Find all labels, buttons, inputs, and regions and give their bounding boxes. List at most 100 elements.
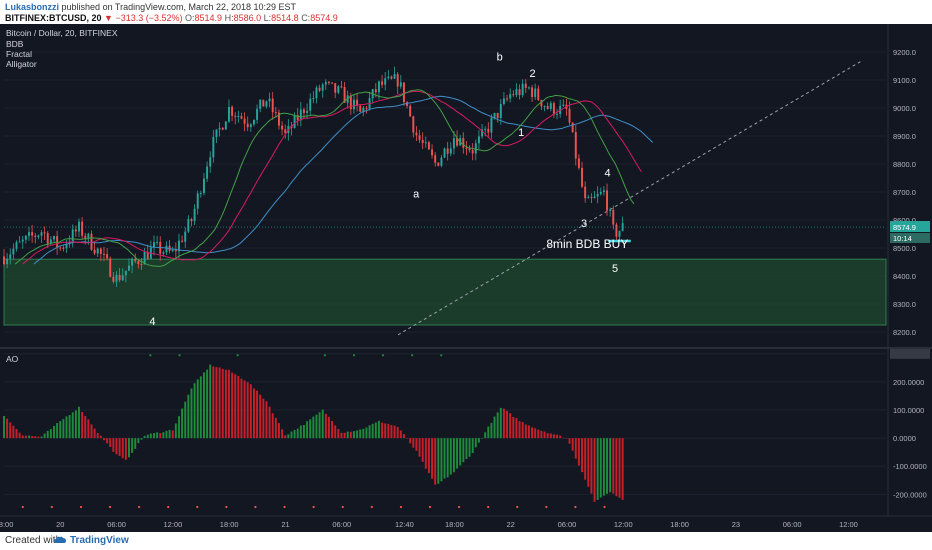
candle-body[interactable] [53, 236, 55, 240]
ao-bar[interactable] [221, 368, 224, 439]
ao-bar[interactable] [143, 435, 146, 439]
ao-bar[interactable] [499, 407, 502, 439]
candle-body[interactable] [227, 106, 230, 122]
ao-bar[interactable] [140, 438, 143, 440]
candle-body[interactable] [281, 125, 284, 130]
candle-body[interactable] [15, 242, 18, 249]
candle-body[interactable] [499, 103, 502, 119]
ao-bar[interactable] [337, 428, 340, 439]
ao-bar[interactable] [571, 438, 574, 451]
ao-bar[interactable] [496, 412, 499, 439]
ao-bar[interactable] [421, 438, 424, 462]
candle-body[interactable] [409, 105, 412, 117]
ao-bar[interactable] [377, 420, 380, 439]
ao-bar[interactable] [440, 438, 443, 482]
ao-bar[interactable] [581, 438, 584, 473]
candle-body[interactable] [493, 113, 496, 118]
candle-body[interactable] [612, 209, 615, 225]
candle-body[interactable] [490, 117, 493, 133]
ao-bar[interactable] [309, 419, 312, 439]
candle-body[interactable] [78, 221, 80, 232]
ao-bar[interactable] [334, 425, 337, 439]
candle-body[interactable] [415, 132, 418, 136]
ao-bar[interactable] [149, 433, 152, 439]
candle-body[interactable] [418, 135, 421, 140]
candle-body[interactable] [256, 108, 259, 120]
candle-body[interactable] [143, 251, 146, 265]
candle-body[interactable] [352, 99, 355, 110]
price-pane[interactable]: Bitcoin / Dollar, 20, BITFINEX BDB Fract… [3, 24, 930, 337]
ao-bar[interactable] [462, 438, 465, 463]
candle-body[interactable] [487, 128, 490, 133]
ao-bar[interactable] [606, 438, 609, 494]
ao-bar[interactable] [203, 372, 205, 439]
ao-bar[interactable] [165, 430, 168, 439]
ao-bar[interactable] [599, 438, 602, 498]
ao-bar[interactable] [474, 438, 477, 448]
ao-bar[interactable] [502, 408, 505, 439]
candle-body[interactable] [71, 229, 74, 243]
ao-bar[interactable] [187, 394, 190, 439]
ao-bar[interactable] [137, 438, 140, 444]
ao-bar[interactable] [406, 438, 409, 439]
candle-body[interactable] [502, 98, 505, 104]
ao-bar[interactable] [356, 430, 359, 439]
ao-bar[interactable] [199, 376, 202, 439]
ao-bar[interactable] [87, 419, 90, 439]
ao-bar[interactable] [446, 438, 449, 478]
ao-bar[interactable] [190, 388, 193, 439]
candle-body[interactable] [399, 82, 402, 87]
ao-bar[interactable] [193, 383, 196, 439]
ao-bar[interactable] [268, 406, 271, 439]
ao-bar[interactable] [452, 438, 455, 473]
candle-body[interactable] [171, 250, 174, 252]
candle-body[interactable] [140, 264, 143, 266]
chart-canvas[interactable]: Bitcoin / Dollar, 20, BITFINEX BDB Fract… [0, 24, 932, 532]
ao-bar[interactable] [65, 416, 68, 439]
ao-bars-group[interactable] [3, 364, 624, 502]
candle-body[interactable] [359, 105, 362, 112]
candle-body[interactable] [65, 244, 68, 249]
ao-bar[interactable] [574, 438, 577, 459]
ao-bar[interactable] [256, 390, 259, 439]
candle-body[interactable] [602, 190, 605, 193]
candle-body[interactable] [37, 235, 40, 237]
ao-bar[interactable] [146, 434, 149, 439]
annotation-label[interactable]: 2 [529, 68, 535, 80]
candle-body[interactable] [402, 82, 405, 103]
candle-body[interactable] [212, 137, 215, 158]
ao-bar[interactable] [540, 430, 543, 439]
ao-bar[interactable] [549, 433, 552, 439]
candle-body[interactable] [203, 178, 205, 194]
candle-body[interactable] [178, 240, 180, 252]
ao-bar[interactable] [84, 415, 87, 439]
ao-bar[interactable] [537, 429, 540, 439]
candle-body[interactable] [465, 147, 468, 149]
candle-body[interactable] [606, 190, 609, 211]
candle-body[interactable] [274, 112, 277, 114]
ao-bar[interactable] [534, 428, 537, 439]
candle-body[interactable] [440, 157, 443, 166]
ao-bar[interactable] [184, 401, 187, 439]
candle-body[interactable] [121, 275, 124, 281]
ao-bar[interactable] [390, 425, 393, 439]
candle-body[interactable] [337, 86, 340, 93]
ao-bar[interactable] [274, 417, 277, 439]
ao-bar[interactable] [212, 366, 215, 439]
ao-bar[interactable] [437, 438, 440, 484]
candle-body[interactable] [321, 84, 324, 91]
ao-bar[interactable] [609, 438, 612, 493]
candle-body[interactable] [374, 89, 377, 93]
ao-bar[interactable] [456, 438, 459, 469]
ao-bar[interactable] [21, 435, 24, 439]
ao-bar[interactable] [490, 422, 493, 439]
ao-bar[interactable] [409, 438, 412, 444]
ao-bar[interactable] [34, 436, 37, 439]
annotation-label[interactable]: b [497, 51, 503, 63]
ao-bar[interactable] [68, 415, 71, 439]
candle-body[interactable] [421, 139, 424, 143]
candle-body[interactable] [515, 89, 518, 96]
candle-body[interactable] [206, 166, 209, 179]
candle-body[interactable] [96, 248, 99, 254]
candle-body[interactable] [512, 94, 515, 96]
